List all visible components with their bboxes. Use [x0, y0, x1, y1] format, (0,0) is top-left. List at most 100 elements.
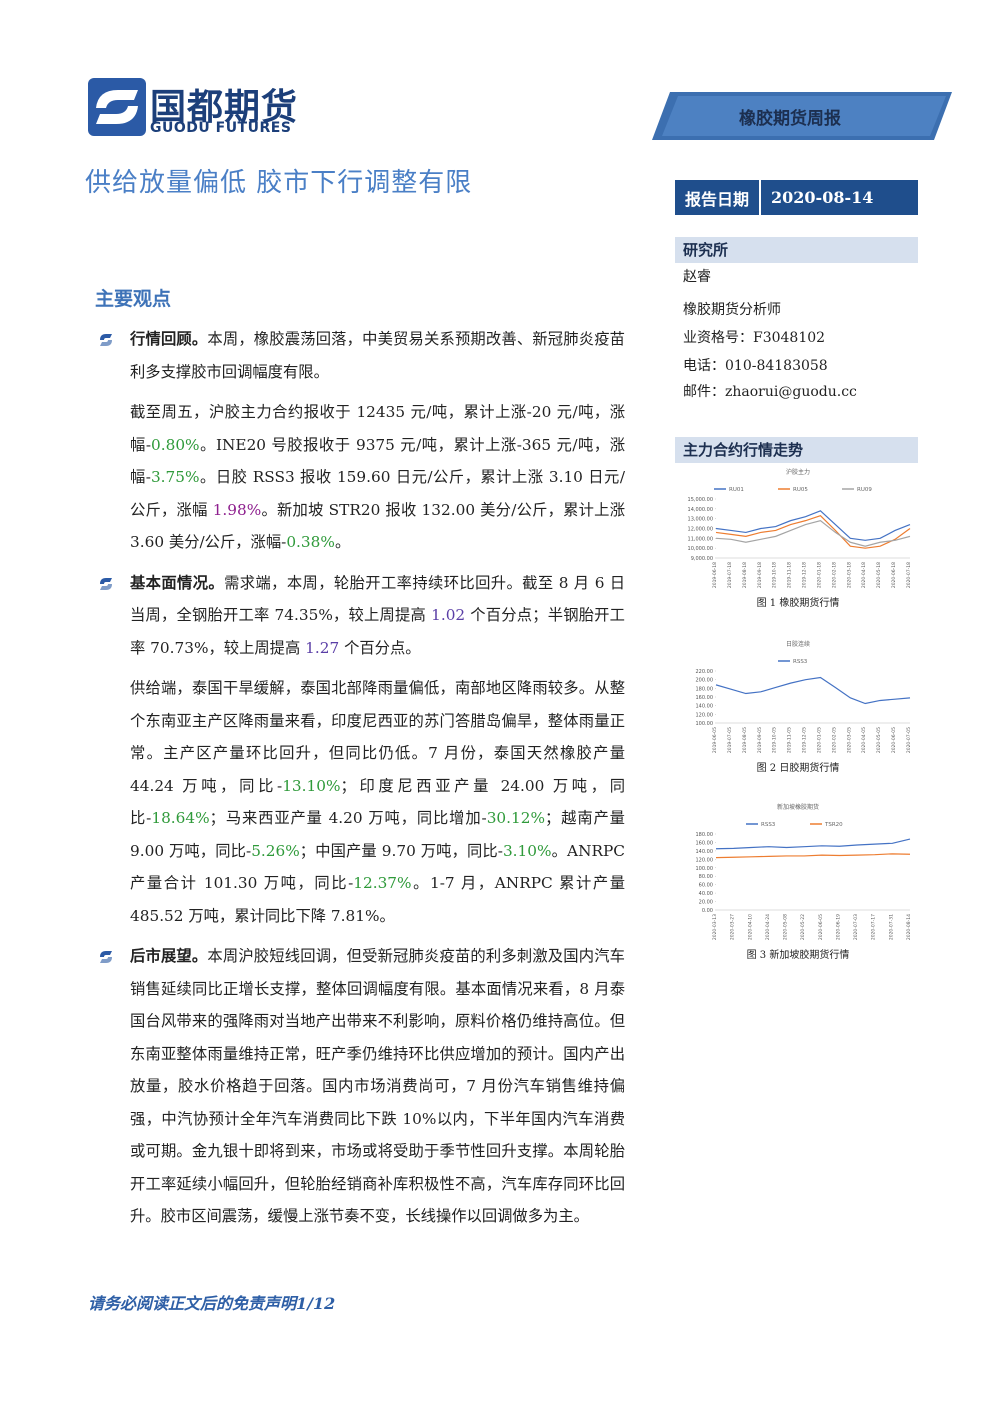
series-line [715, 510, 911, 541]
bullet-shape [100, 957, 112, 963]
legend-label: RU05 [793, 487, 808, 493]
x-tick-label: 2020-07-17 [871, 914, 877, 940]
chart-title: 沪胶主力 [786, 468, 810, 476]
chart-title: 日胶连续 [786, 640, 810, 648]
text-run: ；越南产量 9.00 万吨，同比- [130, 809, 625, 860]
x-tick-label: 2020-06-05 [891, 727, 897, 753]
y-tick-label: 220.00 [696, 669, 714, 675]
bullet-icon [100, 334, 112, 346]
y-tick-label: 100.00 [696, 866, 714, 872]
chart: 日胶连续 RSS3 100.00 120.00 140.00 160.00 180.00 20… [696, 640, 913, 753]
x-tick-label: 2020-03-05 [846, 727, 852, 753]
x-tick-label: 2020-02-05 [831, 727, 837, 753]
x-tick-label: 2020-03-18 [846, 562, 852, 588]
bullet-icon [100, 577, 112, 590]
chart: 沪胶主力 RU01 RU05 RU09 9,000.00 10,000.00 11,000.… [688, 468, 912, 588]
text-run: 0.80% [151, 435, 200, 454]
bullet-icon [100, 951, 112, 963]
body-text: 行情回顾。本周，橡胶震荡回落，中美贸易关系预期改善、新冠肺炎疫苗利多支撑胶市回调… [98, 323, 625, 1241]
series-line [715, 838, 911, 850]
y-tick-label: 14,000.00 [688, 507, 713, 513]
analyst-license: 业资格号：F3048102 [683, 330, 826, 346]
x-tick-label: 2019-09-18 [757, 562, 763, 588]
x-tick-label: 2020-04-05 [861, 727, 867, 753]
bullet-shape [100, 334, 112, 340]
chart: 新加坡橡胶期货 RSS3 TSR20 0.00 20.00 40.00 60.00 80.00… [696, 803, 913, 940]
x-tick-label: 2020-05-22 [800, 914, 806, 940]
y-tick-label: 10,000.00 [688, 546, 713, 552]
y-tick-label: 180.00 [696, 832, 714, 838]
text-run: 0.38% [286, 533, 335, 551]
paragraph: 行情回顾。本周，橡胶震荡回落，中美贸易关系预期改善、新冠肺炎疫苗利多支撑胶市回调… [98, 323, 625, 388]
x-tick-label: 2020-04-24 [765, 914, 771, 940]
x-tick-label: 2019-10-05 [772, 727, 778, 753]
x-tick-label: 2019-08-05 [742, 727, 748, 753]
section-title: 主要观点 [95, 288, 172, 310]
chart-caption: 图 2 日胶期货行情 [756, 763, 840, 774]
analyst-role: 橡胶期货分析师 [683, 302, 781, 318]
x-tick-label: 2020-03-27 [730, 914, 736, 940]
x-tick-label: 2019-12-05 [802, 727, 808, 753]
y-tick-label: 140.00 [696, 849, 714, 855]
legend-label: TSR20 [824, 822, 843, 828]
text-run: 12.37% [353, 874, 412, 892]
banner [652, 92, 952, 140]
y-tick-label: 15,000.00 [688, 497, 713, 503]
text-run: 1.02 [431, 606, 466, 624]
text-run: 1.27 [305, 638, 340, 657]
x-tick-label: 2020-05-08 [783, 914, 789, 940]
text-run: 本周，橡胶震荡回落，中美贸易关系预期改善、新冠肺炎疫苗利多支撑胶市回调幅度有限。 [130, 330, 625, 381]
chart-section-heading: 主力合约行情走势 [675, 437, 918, 463]
text-run: 。新加坡 STR20 报收 132.00 美分/公斤，累计上涨 3.60 美分/… [130, 500, 625, 552]
x-tick-label: 2020-06-18 [891, 562, 897, 588]
y-tick-label: 180.00 [696, 686, 714, 692]
bullet-shape [100, 577, 112, 584]
y-tick-label: 12,000.00 [688, 527, 713, 533]
x-tick-label: 2019-06-05 [712, 727, 718, 753]
y-tick-label: 13,000.00 [688, 517, 713, 523]
text-run: 。INE20 号胶报收于 9375 元/吨，累计上涨-365 元/吨，涨幅- [130, 435, 625, 487]
x-tick-label: 2020-05-05 [876, 727, 882, 753]
x-tick-label: 2019-11-05 [787, 727, 793, 753]
x-tick-label: 2019-09-05 [757, 727, 763, 753]
text-run: 截至周五，沪胶主力合约报收于 12435 元/吨，累计上涨-20 元/吨，涨幅- [130, 403, 625, 454]
x-tick-label: 2020-08-14 [906, 914, 912, 940]
report-title: 供给放量偏低 胶市下行调整有限 [85, 168, 473, 198]
x-tick-label: 2020-04-18 [861, 562, 867, 588]
text-run: 本周沪胶短线回调，但受新冠肺炎疫苗的利多刺激及国内汽车销售延续同比正增长支撑，整… [130, 947, 625, 1225]
date-box: 报告日期 2020-08-14 [675, 180, 918, 215]
legend-label: RU09 [857, 487, 872, 493]
x-tick-label: 2020-03-13 [712, 914, 718, 940]
series-line [715, 676, 911, 705]
y-tick-label: 80.00 [699, 874, 713, 880]
x-tick-label: 2020-07-18 [906, 562, 912, 588]
report-type: 橡胶期货周报 [739, 109, 841, 129]
text-run: 18.64% [151, 809, 210, 827]
text-run: 个百分点；半钢胎开工率 70.73%，较上周提高 [130, 606, 625, 657]
bullet-shape [100, 340, 112, 346]
logo-icon [88, 78, 146, 136]
logo-subtext: GUODU FUTURES [150, 120, 292, 136]
x-tick-label: 2019-11-18 [787, 562, 793, 588]
bullet-shape [100, 583, 112, 590]
text-run: 。日胶 RSS3 报收 159.60 日元/公斤，累计上涨 3.10 日元/公斤… [130, 468, 625, 519]
x-tick-label: 2020-07-03 [853, 914, 859, 940]
y-tick-label: 20.00 [699, 900, 713, 906]
text-run: 。 [334, 533, 351, 551]
text-run: 5.26% [251, 841, 300, 860]
legend-label: RSS3 [793, 659, 808, 665]
text-run: ；印度尼西亚产量 24.00 万吨，同比- [130, 776, 625, 828]
y-tick-label: 160.00 [696, 695, 714, 701]
text-run: 3.75% [150, 468, 200, 486]
x-tick-label: 2020-05-18 [876, 562, 882, 588]
x-tick-label: 2020-07-05 [906, 727, 912, 753]
y-tick-label: 60.00 [699, 883, 713, 889]
x-tick-label: 2020-07-31 [888, 914, 894, 940]
series-line [715, 515, 911, 549]
y-tick-label: 9,000.00 [691, 556, 713, 562]
x-tick-label: 2020-01-18 [816, 562, 822, 588]
paragraph: 基本面情况。需求端，本周，轮胎开工率持续环比回升。截至 8 月 6 日当周，全钢… [98, 567, 625, 665]
text-run: 。ANRPC 产量合计 101.30 万吨，同比- [130, 841, 625, 893]
chart-title: 新加坡橡胶期货 [777, 803, 819, 811]
